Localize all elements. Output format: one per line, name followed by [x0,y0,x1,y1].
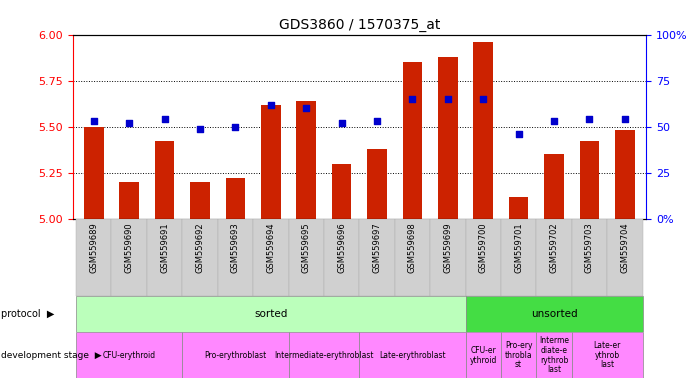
Text: GSM559704: GSM559704 [621,223,630,273]
Bar [580,141,599,219]
Text: GSM559693: GSM559693 [231,223,240,273]
Bar [438,57,457,219]
Text: CFU-er
ythroid: CFU-er ythroid [470,346,497,364]
Text: GSM559697: GSM559697 [372,223,381,273]
Text: GSM559696: GSM559696 [337,223,346,273]
Point [88,118,100,124]
Text: Intermediate-erythroblast: Intermediate-erythroblast [274,351,374,360]
Bar [607,219,643,296]
Point [619,116,630,122]
Point [549,118,560,124]
Title: GDS3860 / 1570375_at: GDS3860 / 1570375_at [278,18,440,32]
Text: CFU-erythroid: CFU-erythroid [103,351,155,360]
Bar [324,219,359,296]
Bar [501,332,536,378]
Bar [120,182,139,219]
Text: Interme
diate-e
rythrob
last: Interme diate-e rythrob last [539,336,569,374]
Text: GSM559699: GSM559699 [444,223,453,273]
Bar [296,101,316,219]
Point [407,96,418,102]
Point [477,96,489,102]
Bar [466,296,643,332]
Bar [359,219,395,296]
Bar [466,332,501,378]
Bar [289,332,359,378]
Bar [359,332,466,378]
Bar [395,219,430,296]
Text: Late-erythroblast: Late-erythroblast [379,351,446,360]
Bar [190,182,210,219]
Text: GSM559703: GSM559703 [585,223,594,273]
Text: Pro-ery
throbla
st: Pro-ery throbla st [505,341,533,369]
Bar [571,332,643,378]
Bar [182,332,289,378]
Bar [261,104,281,219]
Text: GSM559701: GSM559701 [514,223,523,273]
Bar [403,62,422,219]
Text: unsorted: unsorted [531,309,578,319]
Text: Late-er
ythrob
last: Late-er ythrob last [594,341,621,369]
Text: protocol  ▶: protocol ▶ [1,309,55,319]
Bar [226,178,245,219]
Bar [473,42,493,219]
Text: GSM559698: GSM559698 [408,223,417,273]
Bar [536,332,571,378]
Bar [182,219,218,296]
Text: GSM559695: GSM559695 [302,223,311,273]
Point [194,126,205,132]
Bar [615,131,634,219]
Point [159,116,170,122]
Point [442,96,453,102]
Text: GSM559700: GSM559700 [479,223,488,273]
Bar [536,219,571,296]
Bar [111,219,147,296]
Bar [368,149,387,219]
Bar [76,332,182,378]
Bar [509,197,529,219]
Point [372,118,383,124]
Bar [430,219,466,296]
Bar [147,219,182,296]
Bar [218,219,253,296]
Point [265,101,276,108]
Bar [76,219,111,296]
Text: GSM559694: GSM559694 [266,223,275,273]
Bar [571,219,607,296]
Point [124,120,135,126]
Bar [76,296,466,332]
Bar [545,154,564,219]
Point [230,124,241,130]
Text: GSM559690: GSM559690 [124,223,133,273]
Text: GSM559691: GSM559691 [160,223,169,273]
Text: Pro-erythroblast: Pro-erythroblast [205,351,267,360]
Text: GSM559689: GSM559689 [89,223,98,273]
Bar [84,127,104,219]
Bar [253,219,289,296]
Text: sorted: sorted [254,309,287,319]
Bar [289,219,324,296]
Point [513,131,524,137]
Text: GSM559692: GSM559692 [196,223,205,273]
Point [584,116,595,122]
Bar [466,219,501,296]
Bar [332,164,351,219]
Bar [501,219,536,296]
Point [336,120,347,126]
Text: development stage  ▶: development stage ▶ [1,351,102,360]
Point [301,105,312,111]
Bar [155,141,174,219]
Text: GSM559702: GSM559702 [549,223,558,273]
